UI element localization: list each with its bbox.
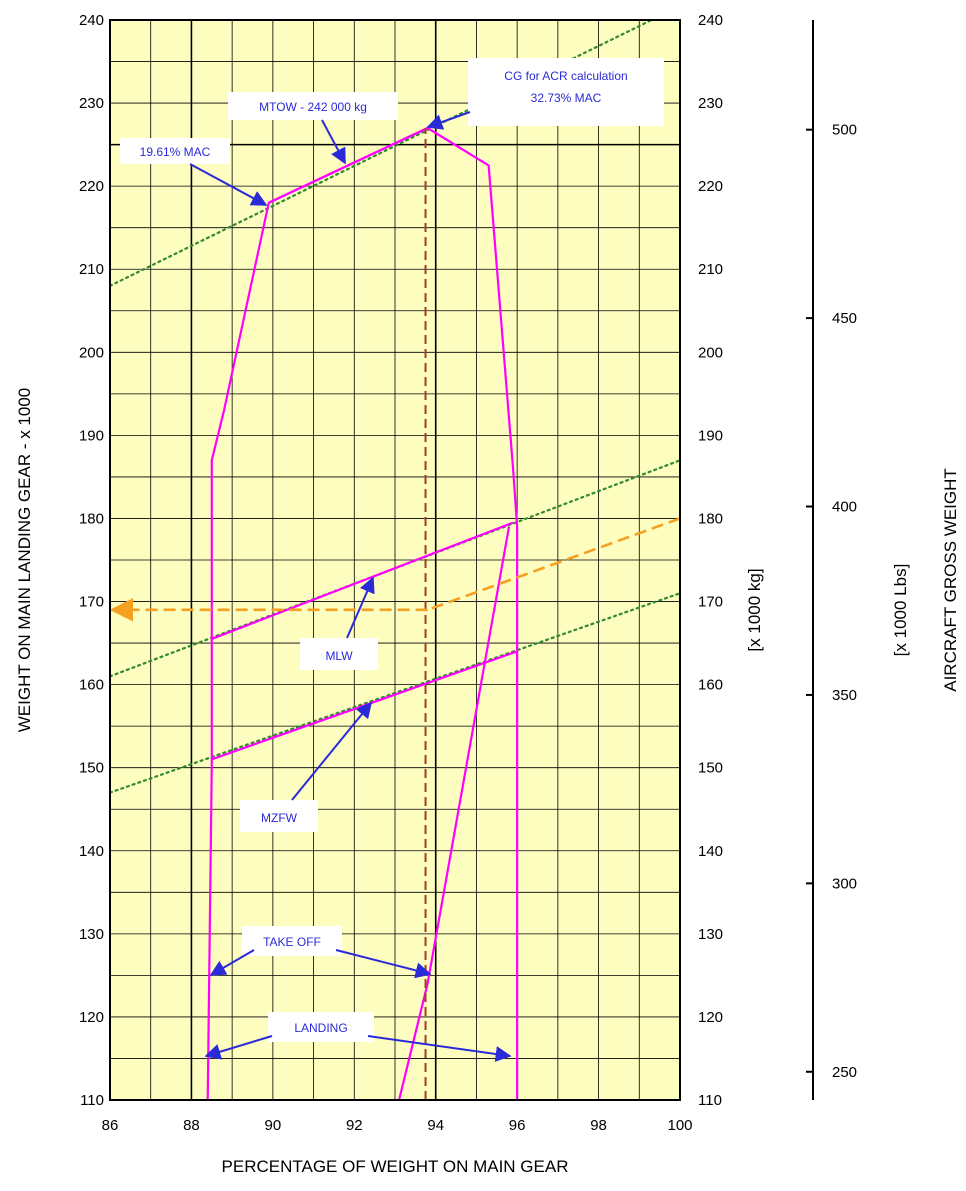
mlw-arrow	[346, 576, 375, 639]
y-tick-label-left: 180	[79, 510, 104, 527]
x-tick-label: 94	[427, 1117, 444, 1134]
y-tick-label-kg: 240	[698, 12, 723, 29]
landing-arrow-left	[204, 1035, 273, 1060]
x-tick-label: 88	[183, 1117, 200, 1134]
cg-label-line2: 32.73% MAC	[531, 91, 602, 105]
tick-labels: 86 88 90 92 94 96 98 100 110 110 120 120 130 130 140 14…	[79, 12, 723, 1134]
y-tick-label-left: 110	[80, 1092, 104, 1109]
y-tick-label-left: 160	[79, 677, 104, 694]
mac-line	[110, 459, 680, 678]
mac-lines	[110, 20, 680, 794]
y-tick-label-left: 220	[79, 178, 104, 195]
mlw-label: MLW	[325, 649, 353, 663]
y-tick-label-kg: 170	[698, 594, 723, 611]
mtow-line	[268, 127, 429, 204]
y-tick-label-left: 140	[79, 843, 104, 860]
y-tick-label-kg: 130	[698, 926, 723, 943]
x-tick-label: 98	[590, 1117, 607, 1134]
x-tick-label: 100	[667, 1117, 692, 1134]
takeoff-arrow-right	[335, 949, 432, 979]
mzfw-label: MZFW	[261, 811, 298, 825]
y-tick-label-left: 200	[79, 344, 104, 361]
y-tick-label-left: 240	[79, 12, 104, 29]
y-tick-label-left: 230	[79, 95, 104, 112]
takeoff-label: TAKE OFF	[263, 935, 321, 949]
mac-line	[110, 592, 680, 794]
mac-19-label: 19.61% MAC	[140, 145, 211, 159]
example-diagonal	[427, 517, 681, 612]
y-tick-label-kg: 210	[698, 261, 723, 278]
lbs-tick-label: 250	[832, 1064, 857, 1081]
mzfw-label-box	[240, 800, 318, 832]
y-tick-label-kg: 220	[698, 178, 723, 195]
mtow-arrow	[321, 119, 346, 165]
plot-frame	[109, 19, 681, 1101]
mac-line	[110, 20, 653, 287]
y-tick-label-kg: 160	[698, 677, 723, 694]
y-tick-label-kg: 150	[698, 760, 723, 777]
y-axis-title-left: WEIGHT ON MAIN LANDING GEAR - x 1000	[15, 388, 34, 732]
x-tick-label: 96	[509, 1117, 526, 1134]
cg-label-line1: CG for ACR calculation	[504, 69, 627, 83]
y-tick-label-kg: 120	[698, 1009, 723, 1026]
x-tick-label: 90	[265, 1117, 282, 1134]
y-tick-label-left: 170	[79, 594, 104, 611]
y-tick-label-left: 210	[79, 261, 104, 278]
takeoff-arrow-left	[209, 949, 255, 976]
y-tick-label-left: 190	[79, 427, 104, 444]
mlw-label-box	[300, 638, 378, 670]
y-tick-label-kg: 140	[698, 843, 723, 860]
annotations: MTOW - 242 000 kg 19.61% MAC CG for ACR …	[120, 58, 664, 1062]
mac-19-arrow	[189, 163, 268, 206]
envelope	[206, 126, 519, 1101]
aft-takeoff-limit	[398, 526, 511, 1101]
landing-label-box	[268, 1012, 374, 1042]
x-axis-title: PERCENTAGE OF WEIGHT ON MAIN GEAR	[222, 1157, 569, 1176]
takeoff-label-box	[242, 926, 342, 956]
y-tick-label-kg: 110	[698, 1092, 722, 1109]
lbs-tick-label: 300	[832, 875, 857, 892]
y-tick-label-left: 120	[79, 1009, 104, 1026]
example-path	[109, 517, 681, 622]
lbs-tick-label: 500	[832, 122, 857, 139]
mac-19-label-box	[120, 138, 230, 164]
landing-label: LANDING	[294, 1021, 347, 1035]
mzfw-arrow	[291, 701, 373, 801]
lbs-tick-label: 400	[832, 499, 857, 516]
cg-label-box	[468, 58, 664, 126]
y-tick-label-kg: 190	[698, 427, 723, 444]
y-axis-title-lbs-units: [x 1000 Lbs]	[891, 564, 910, 657]
y-tick-label-left: 130	[79, 926, 104, 943]
mtow-label-box	[228, 92, 398, 120]
lbs-axis: 250 300 350 400 450 500	[806, 122, 857, 1081]
y-axis-title-right: AIRCRAFT GROSS WEIGHT	[941, 468, 960, 692]
x-tick-label: 92	[346, 1117, 363, 1134]
y-tick-label-kg: 230	[698, 95, 723, 112]
x-tick-label: 86	[102, 1117, 119, 1134]
lbs-tick-label: 450	[832, 310, 857, 327]
cg-arrow	[426, 111, 471, 130]
y-axis-title-mid: [x 1000 kg]	[745, 568, 764, 651]
mtow-label: MTOW - 242 000 kg	[259, 100, 367, 114]
y-tick-label-left: 150	[79, 760, 104, 777]
lbs-tick-label: 350	[832, 687, 857, 704]
y-tick-label-kg: 180	[698, 510, 723, 527]
y-tick-label-kg: 200	[698, 344, 723, 361]
landing-arrow-right	[367, 1035, 512, 1062]
